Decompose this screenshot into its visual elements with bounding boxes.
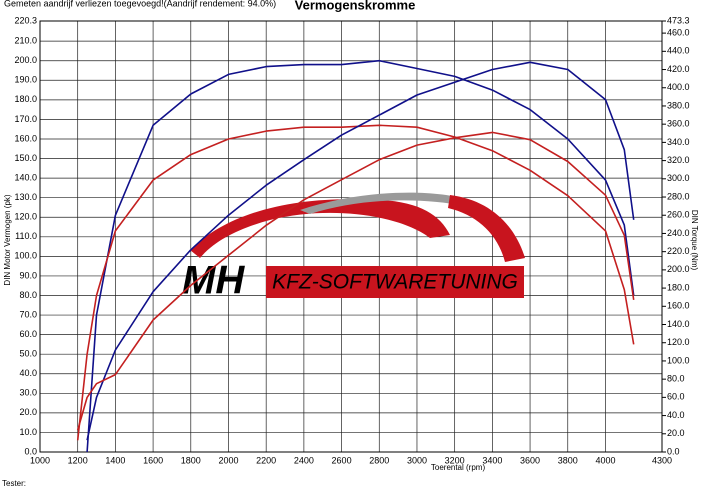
x-tick-label: 2200 <box>256 455 276 465</box>
y2-tick-label: 200.0 <box>667 264 690 274</box>
chart-subtitle: Gemeten aandrijf verliezen toegevoegd!(A… <box>4 0 276 8</box>
logo-banner <box>266 266 524 298</box>
footer-text: Tester: <box>2 479 26 488</box>
y2-tick-label: 340.0 <box>667 137 690 147</box>
x-tick-label: 1400 <box>105 455 125 465</box>
logo-arc <box>300 192 470 214</box>
x-tick-label: 1000 <box>30 455 50 465</box>
logo-initials: MH <box>182 259 245 303</box>
y-tick-label: 40.0 <box>19 368 37 378</box>
y-tick-label: 140.0 <box>14 172 37 182</box>
y2-tick-label: 240.0 <box>667 228 690 238</box>
y2-tick-label: 20.0 <box>667 428 685 438</box>
y2-tick-label: 100.0 <box>667 355 690 365</box>
y-tick-label: 110.0 <box>15 231 37 241</box>
y2-tick-label: 440.0 <box>667 46 690 56</box>
logo: MH KFZ-SOFTWARETUNING <box>182 192 525 303</box>
y2-tick-label: 160.0 <box>667 301 690 311</box>
y-tick-label: 10.0 <box>19 427 37 437</box>
x-tick-label: 3600 <box>520 455 540 465</box>
y-tick-label: 0.0 <box>24 446 37 456</box>
y2-tick-label: 300.0 <box>667 173 690 183</box>
series-line <box>76 131 635 431</box>
y2-tick-label: 120.0 <box>667 337 690 347</box>
x-axis-label: Toerental (rpm) <box>431 463 486 472</box>
y2-tick-label: 220.0 <box>667 246 690 256</box>
y-tick-label: 190.0 <box>14 75 37 85</box>
x-tick-label: 2400 <box>294 455 314 465</box>
y-tick-label: 70.0 <box>19 309 37 319</box>
x-tick-label: 3200 <box>445 455 465 465</box>
x-tick-label: 3400 <box>482 455 502 465</box>
y2-tick-label: 420.0 <box>667 64 690 74</box>
x-tick-label: 2000 <box>218 455 238 465</box>
y2-tick-label: 40.0 <box>667 410 685 420</box>
x-tick-label: 1200 <box>68 455 88 465</box>
plot-border <box>39 20 663 453</box>
y-tick-label: 150.0 <box>14 153 37 163</box>
y2-tick-label: 473.3 <box>667 15 690 25</box>
chart-title: Vermogenskromme <box>295 0 416 12</box>
y-tick-label: 200.0 <box>14 55 37 65</box>
y2-tick-label: 260.0 <box>667 210 690 220</box>
y-tick-label: 60.0 <box>19 329 37 339</box>
y2-axis-label: DIN Torque (Nm) <box>690 210 699 271</box>
y-tick-label: 100.0 <box>14 251 37 261</box>
y-tick-label: 220.3 <box>14 15 37 25</box>
x-tick-label: 1800 <box>181 455 201 465</box>
y-tick-label: 20.0 <box>19 407 37 417</box>
y-tick-label: 180.0 <box>14 94 37 104</box>
y-tick-label: 160.0 <box>14 133 37 143</box>
x-tick-label: 1600 <box>143 455 163 465</box>
y2-tick-label: 400.0 <box>667 82 690 92</box>
y2-tick-label: 460.0 <box>667 27 690 37</box>
y2-tick-label: 320.0 <box>667 155 690 165</box>
x-tick-label: 3000 <box>407 455 427 465</box>
x-tick-label: 3800 <box>558 455 578 465</box>
y2-tick-label: 360.0 <box>667 119 690 129</box>
y2-tick-label: 60.0 <box>667 392 685 402</box>
x-tick-label: 2800 <box>369 455 389 465</box>
x-tick-label: 2600 <box>332 455 352 465</box>
series-line <box>76 124 635 441</box>
series-line <box>86 61 635 441</box>
series-line <box>86 59 635 453</box>
y2-tick-label: 140.0 <box>667 319 690 329</box>
y2-tick-label: 80.0 <box>667 374 685 384</box>
y-tick-label: 90.0 <box>19 270 37 280</box>
y-axis-label: DIN Motor Vermogen (pk) <box>3 194 12 285</box>
y2-tick-label: 280.0 <box>667 191 690 201</box>
y2-tick-label: 0.0 <box>667 446 680 456</box>
y2-tick-label: 380.0 <box>667 100 690 110</box>
logo-text: KFZ-SOFTWARETUNING <box>272 271 518 294</box>
y-tick-label: 120.0 <box>14 212 37 222</box>
y-tick-label: 30.0 <box>19 388 37 398</box>
x-tick-label: 4300 <box>652 455 672 465</box>
y-tick-label: 130.0 <box>14 192 37 202</box>
y-tick-label: 210.0 <box>14 36 37 46</box>
logo-gauge <box>448 195 525 262</box>
x-tick-label: 4000 <box>595 455 615 465</box>
logo-swoosh <box>190 199 450 258</box>
y2-tick-label: 180.0 <box>667 282 690 292</box>
y-tick-label: 80.0 <box>19 290 37 300</box>
y-tick-label: 170.0 <box>14 114 37 124</box>
y-tick-label: 50.0 <box>19 349 37 359</box>
